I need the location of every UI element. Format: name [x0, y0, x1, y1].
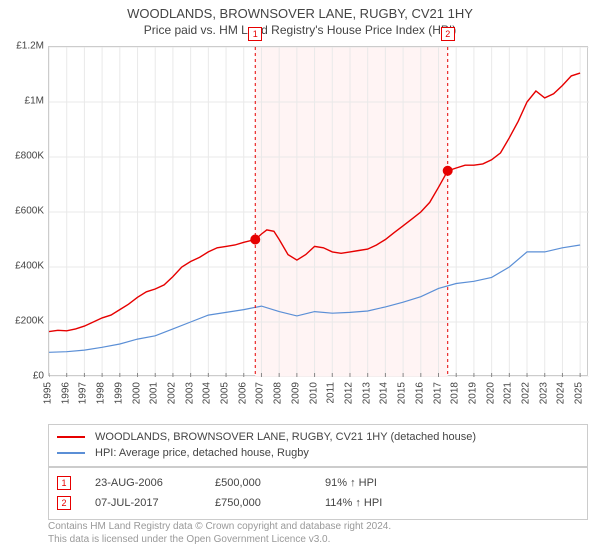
x-tick-label: 2025 — [574, 382, 585, 404]
x-tick-label: 2017 — [432, 382, 443, 404]
x-tick-label: 2016 — [414, 382, 425, 404]
legend-row: WOODLANDS, BROWNSOVER LANE, RUGBY, CV21 … — [57, 429, 579, 445]
y-tick-label: £1M — [25, 96, 44, 107]
x-tick-label: 2014 — [379, 382, 390, 404]
x-tick-label: 2022 — [521, 382, 532, 404]
x-tick-label: 1999 — [113, 382, 124, 404]
x-tick-label: 2000 — [131, 382, 142, 404]
y-tick-label: £200K — [15, 316, 44, 327]
x-tick-label: 2019 — [467, 382, 478, 404]
transaction-price: £750,000 — [215, 497, 325, 509]
footer-line-2: This data is licensed under the Open Gov… — [48, 533, 588, 546]
x-tick-label: 1995 — [43, 382, 54, 404]
marker-box-1: 1 — [248, 27, 262, 41]
title-main: WOODLANDS, BROWNSOVER LANE, RUGBY, CV21 … — [0, 6, 600, 21]
x-tick-label: 1998 — [96, 382, 107, 404]
legend-swatch — [57, 452, 85, 454]
y-tick-label: £800K — [15, 151, 44, 162]
x-tick-label: 1996 — [60, 382, 71, 404]
x-tick-label: 2013 — [361, 382, 372, 404]
x-tick-label: 2009 — [290, 382, 301, 404]
transaction-price: £500,000 — [215, 477, 325, 489]
marker-box-2: 2 — [441, 27, 455, 41]
x-tick-label: 2018 — [450, 382, 461, 404]
legend-box: WOODLANDS, BROWNSOVER LANE, RUGBY, CV21 … — [48, 424, 588, 468]
x-tick-label: 2003 — [184, 382, 195, 404]
x-tick-label: 2004 — [202, 382, 213, 404]
plot-area: 12 — [48, 46, 588, 376]
x-axis: 1995199619971998199920002001200220032004… — [48, 378, 588, 428]
x-tick-label: 2006 — [237, 382, 248, 404]
x-tick-label: 2008 — [273, 382, 284, 404]
transaction-marker: 2 — [57, 496, 71, 510]
x-tick-label: 2001 — [149, 382, 160, 404]
y-tick-label: £600K — [15, 206, 44, 217]
title-block: WOODLANDS, BROWNSOVER LANE, RUGBY, CV21 … — [0, 0, 600, 37]
x-tick-label: 1997 — [78, 382, 89, 404]
transaction-row: 2 07-JUL-2017£750,000114% ↑ HPI — [57, 493, 579, 513]
transaction-marker: 1 — [57, 476, 71, 490]
transactions-box: 1 23-AUG-2006£500,00091% ↑ HPI 2 07-JUL-201… — [48, 466, 588, 520]
x-tick-label: 2007 — [255, 382, 266, 404]
legend-swatch — [57, 436, 85, 438]
footer-text: Contains HM Land Registry data © Crown c… — [48, 520, 588, 546]
y-tick-label: £0 — [33, 371, 44, 382]
x-tick-label: 2023 — [538, 382, 549, 404]
x-tick-label: 2015 — [397, 382, 408, 404]
legend-row: HPI: Average price, detached house, Rugb… — [57, 445, 579, 461]
y-axis: £0£200K£400K£600K£800K£1M£1.2M — [0, 46, 48, 376]
legend-label: WOODLANDS, BROWNSOVER LANE, RUGBY, CV21 … — [95, 431, 476, 443]
x-tick-label: 2020 — [485, 382, 496, 404]
transaction-hpi: 114% ↑ HPI — [325, 497, 445, 509]
chart-container: WOODLANDS, BROWNSOVER LANE, RUGBY, CV21 … — [0, 0, 600, 560]
y-tick-label: £1.2M — [16, 41, 44, 52]
x-tick-label: 2011 — [326, 382, 337, 404]
x-tick-label: 2005 — [220, 382, 231, 404]
x-tick-label: 2021 — [503, 382, 514, 404]
chart-svg — [49, 47, 589, 377]
legend-label: HPI: Average price, detached house, Rugb… — [95, 447, 309, 459]
title-sub: Price paid vs. HM Land Registry's House … — [0, 23, 600, 37]
transaction-date: 07-JUL-2017 — [95, 497, 215, 509]
footer-line-1: Contains HM Land Registry data © Crown c… — [48, 520, 588, 533]
x-tick-label: 2010 — [308, 382, 319, 404]
transaction-date: 23-AUG-2006 — [95, 477, 215, 489]
transaction-row: 1 23-AUG-2006£500,00091% ↑ HPI — [57, 473, 579, 493]
x-tick-label: 2002 — [166, 382, 177, 404]
x-tick-label: 2012 — [343, 382, 354, 404]
transaction-hpi: 91% ↑ HPI — [325, 477, 445, 489]
x-tick-label: 2024 — [556, 382, 567, 404]
y-tick-label: £400K — [15, 261, 44, 272]
